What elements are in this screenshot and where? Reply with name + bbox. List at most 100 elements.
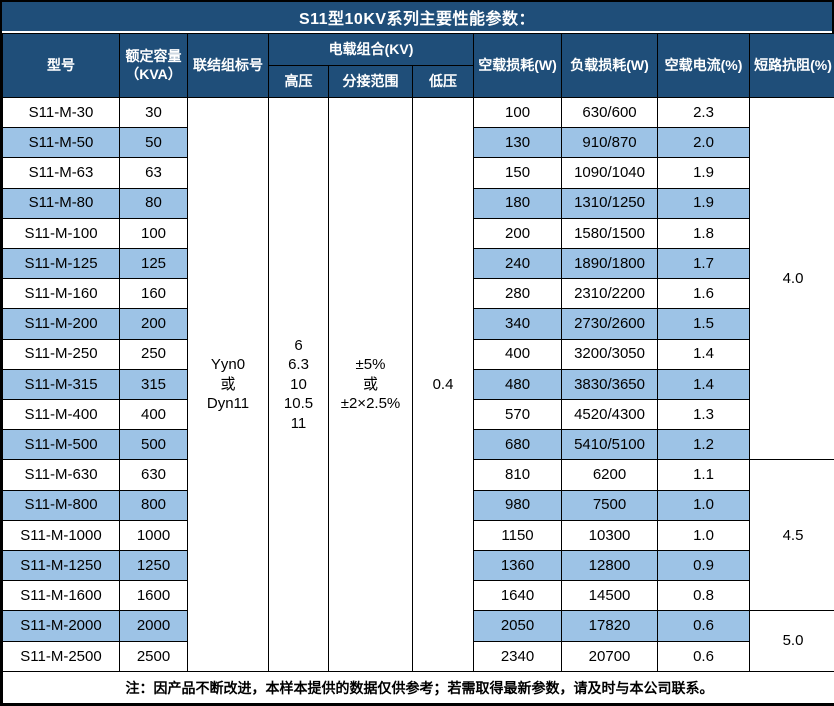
capacity-cell: 1600 xyxy=(119,580,188,612)
model-cell: S11-M-2500 xyxy=(2,640,120,673)
table-row: S11-M-200 200 340 2730/2600 1.5 xyxy=(2,308,834,340)
model-cell: S11-M-800 xyxy=(2,489,120,521)
impedance-cell: 5.0 xyxy=(749,610,834,672)
load-loss-cell: 1580/1500 xyxy=(561,217,659,250)
load-loss-cell: 17820 xyxy=(561,610,659,642)
capacity-cell: 800 xyxy=(119,489,188,521)
noload-current-cell: 1.3 xyxy=(657,399,751,431)
load-loss-cell: 6200 xyxy=(561,459,659,491)
model-cell: S11-M-250 xyxy=(2,338,120,370)
noload-current-cell: 1.9 xyxy=(657,187,751,219)
noload-current-cell: 1.4 xyxy=(657,338,751,370)
noload-current-cell: 1.1 xyxy=(657,459,751,491)
capacity-cell: 1000 xyxy=(119,519,188,552)
capacity-cell: 50 xyxy=(119,127,188,159)
noload-current-cell: 2.0 xyxy=(657,127,751,159)
noload-loss-cell: 400 xyxy=(473,338,563,370)
noload-loss-cell: 280 xyxy=(473,278,563,310)
table-row: S11-M-630 630 810 6200 1.1 4.5 xyxy=(2,459,834,612)
load-loss-cell: 630/600 xyxy=(561,96,659,129)
model-cell: S11-M-630 xyxy=(2,459,120,491)
header-load-loss: 负载损耗(W) xyxy=(561,33,659,98)
noload-current-cell: 1.8 xyxy=(657,217,751,250)
noload-loss-cell: 100 xyxy=(473,96,563,129)
noload-current-cell: 0.8 xyxy=(657,580,751,612)
noload-current-cell: 1.0 xyxy=(657,519,751,552)
table-row: S11-M-160 160 280 2310/2200 1.6 xyxy=(2,278,834,310)
noload-loss-cell: 2340 xyxy=(473,640,563,673)
capacity-cell: 2500 xyxy=(119,640,188,673)
noload-loss-cell: 130 xyxy=(473,127,563,159)
model-cell: S11-M-1000 xyxy=(2,519,120,552)
capacity-cell: 500 xyxy=(119,429,188,461)
model-cell: S11-M-30 xyxy=(2,96,120,129)
capacity-cell: 125 xyxy=(119,248,188,280)
load-loss-cell: 12800 xyxy=(561,550,659,582)
noload-loss-cell: 180 xyxy=(473,187,563,219)
load-loss-cell: 3200/3050 xyxy=(561,338,659,370)
tap-range-cell: ±5% 或 ±2×2.5% xyxy=(328,97,413,672)
noload-current-cell: 2.3 xyxy=(657,96,751,129)
noload-loss-cell: 240 xyxy=(473,248,563,280)
load-loss-cell: 1310/1250 xyxy=(561,187,659,219)
noload-loss-cell: 200 xyxy=(473,217,563,250)
noload-current-cell: 0.9 xyxy=(657,550,751,582)
table-row: S11-M-63 63 150 1090/1040 1.9 xyxy=(2,157,834,189)
noload-current-cell: 1.0 xyxy=(657,489,751,521)
header-lv: 低压 xyxy=(411,65,475,98)
header-voltage-group: 电载组合(KV) xyxy=(267,33,475,66)
load-loss-cell: 7500 xyxy=(561,489,659,521)
table-row: S11-M-2500 2500 2340 20700 0.6 xyxy=(2,640,834,673)
model-cell: S11-M-160 xyxy=(2,278,120,310)
hv-values-cell: 6 6.3 10 10.5 11 xyxy=(268,97,329,672)
noload-loss-cell: 2050 xyxy=(473,610,563,642)
load-loss-cell: 14500 xyxy=(561,580,659,612)
capacity-cell: 315 xyxy=(119,368,188,401)
table-body: S11-M-30 30 Yyn0 或 Dyn11 6 6.3 10 10.5 11 ±5% 或 ±2×2… xyxy=(2,96,834,673)
capacity-cell: 160 xyxy=(119,278,188,310)
noload-current-cell: 1.5 xyxy=(657,308,751,340)
model-cell: S11-M-2000 xyxy=(2,610,120,642)
impedance-cell: 4.0 xyxy=(749,96,834,461)
noload-loss-cell: 1360 xyxy=(473,550,563,582)
noload-current-cell: 1.6 xyxy=(657,278,751,310)
noload-current-cell: 1.2 xyxy=(657,429,751,461)
model-cell: S11-M-63 xyxy=(2,157,120,189)
model-cell: S11-M-400 xyxy=(2,399,120,431)
capacity-cell: 250 xyxy=(119,338,188,370)
model-cell: S11-M-1600 xyxy=(2,580,120,612)
table-row: S11-M-1600 1600 1640 14500 0.8 xyxy=(2,580,834,612)
model-cell: S11-M-50 xyxy=(2,127,120,159)
noload-current-cell: 1.4 xyxy=(657,368,751,401)
connection-group-cell: Yyn0 或 Dyn11 xyxy=(187,97,269,672)
load-loss-cell: 10300 xyxy=(561,519,659,552)
header-tap: 分接范围 xyxy=(328,65,413,98)
capacity-cell: 1250 xyxy=(119,550,188,582)
noload-loss-cell: 980 xyxy=(473,489,563,521)
capacity-cell: 100 xyxy=(119,217,188,250)
table-row: S11-M-500 500 680 5410/5100 1.2 xyxy=(2,429,834,461)
model-cell: S11-M-500 xyxy=(2,429,120,461)
header-impedance: 短路抗阻(%) xyxy=(749,33,834,98)
load-loss-cell: 1090/1040 xyxy=(561,157,659,189)
noload-loss-cell: 1150 xyxy=(473,519,563,552)
spec-table: 型号 额定容量 （KVA） 联结组标号 电载组合(KV) 空载损耗(W) 负载损耗… xyxy=(1,33,834,704)
header-noload-current: 空载电流(%) xyxy=(657,33,751,98)
noload-current-cell: 0.6 xyxy=(657,610,751,642)
table-row: S11-M-125 125 240 1890/1800 1.7 xyxy=(2,248,834,280)
model-cell: S11-M-1250 xyxy=(2,550,120,582)
header-capacity-line1: 额定容量 xyxy=(125,48,182,64)
load-loss-cell: 2310/2200 xyxy=(561,278,659,310)
capacity-cell: 30 xyxy=(119,96,188,129)
load-loss-cell: 1890/1800 xyxy=(561,248,659,280)
footer-note: 注：因产品不断改进，本样本提供的数据仅供参考；若需取得最新参数，请及时与本公司联… xyxy=(1,671,834,704)
noload-loss-cell: 150 xyxy=(473,157,563,189)
noload-loss-cell: 680 xyxy=(473,429,563,461)
load-loss-cell: 2730/2600 xyxy=(561,308,659,340)
load-loss-cell: 4520/4300 xyxy=(561,399,659,431)
header-model: 型号 xyxy=(2,33,120,98)
noload-loss-cell: 570 xyxy=(473,399,563,431)
noload-current-cell: 1.9 xyxy=(657,157,751,189)
lv-value-cell: 0.4 xyxy=(411,97,475,672)
